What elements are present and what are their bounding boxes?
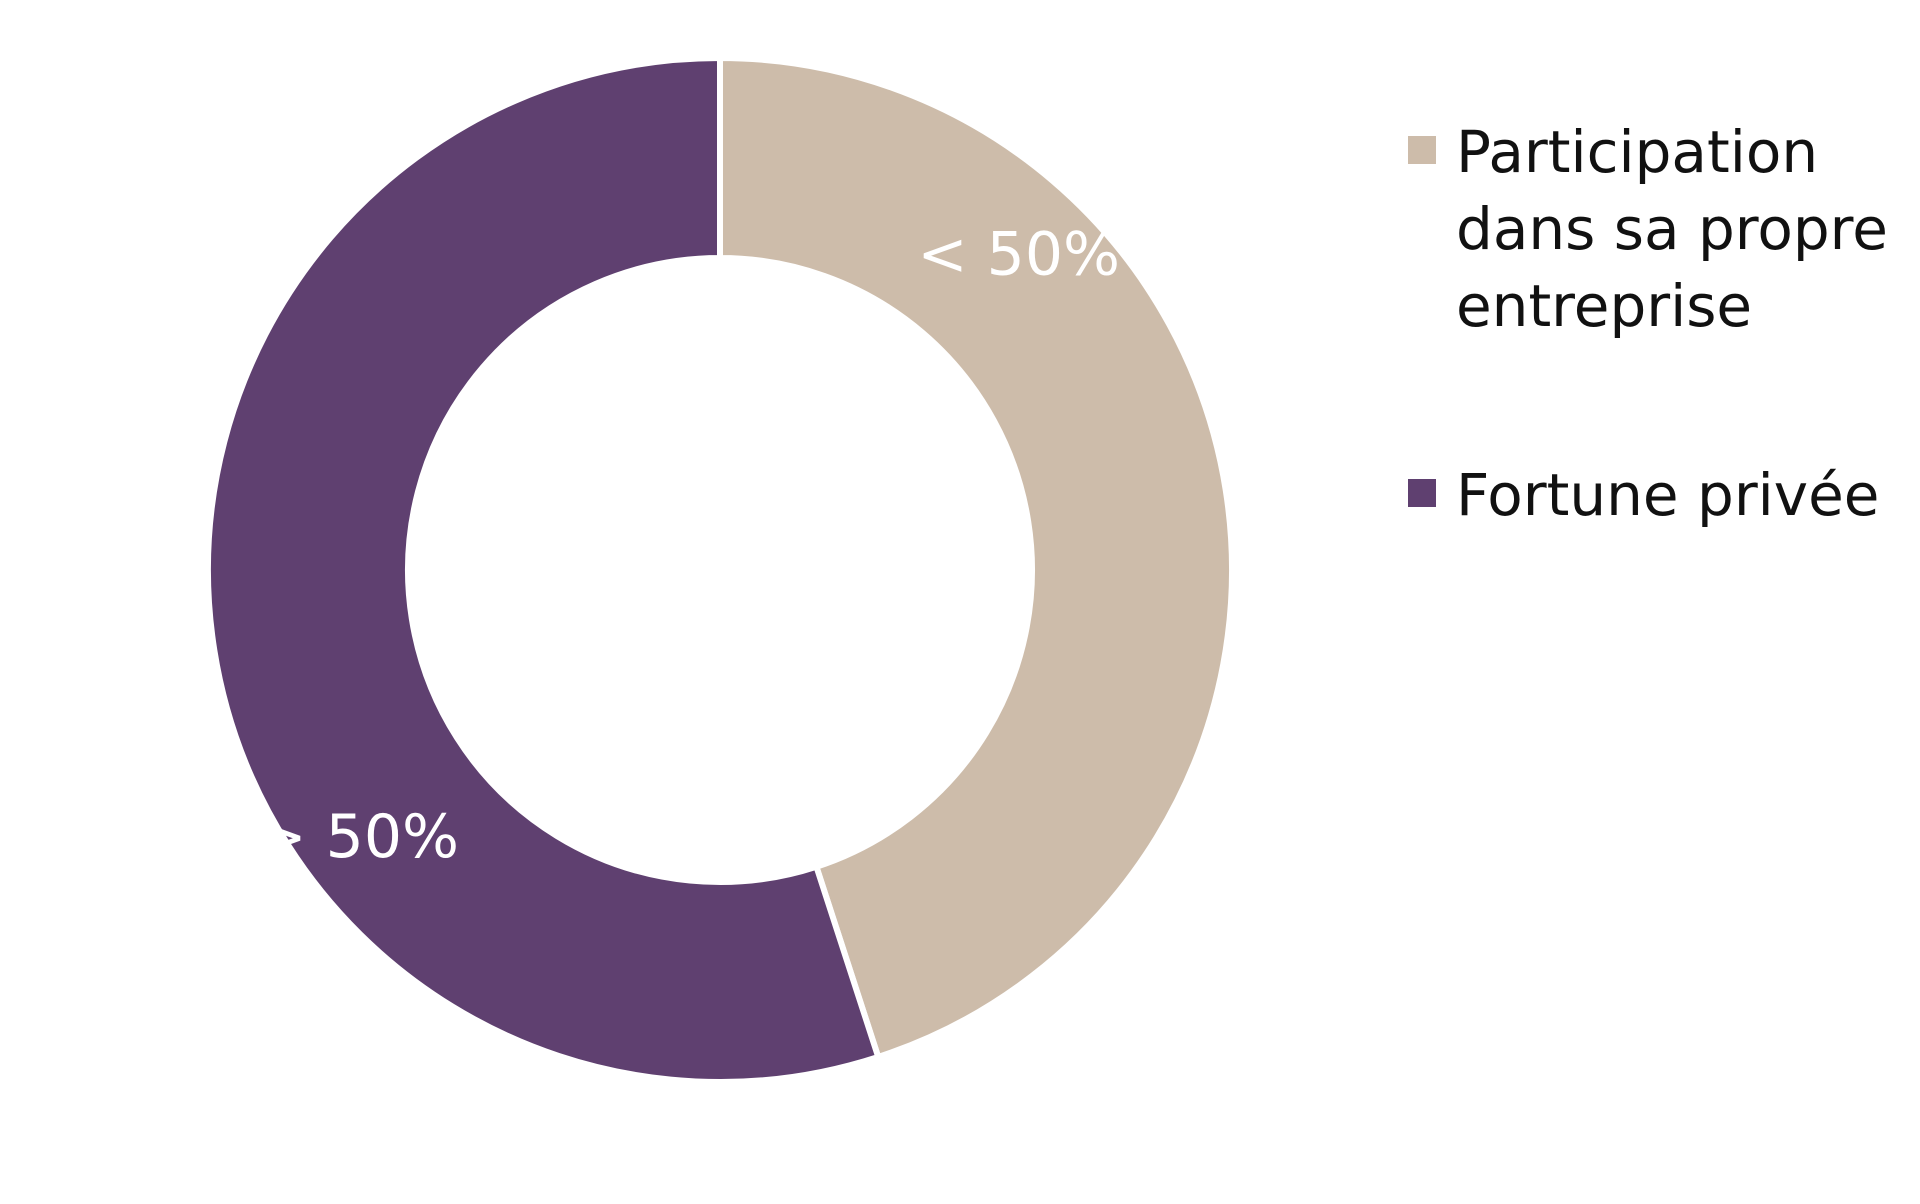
legend-label-1: Fortune privée [1456, 461, 1879, 529]
legend-item-1: Fortune privée [1408, 461, 1879, 529]
legend-label-0: Participation dans sa propre entreprise [1456, 118, 1888, 340]
legend-label-line: entreprise [1456, 272, 1752, 340]
slice-participation-dans-sa-propre-entreprise [717, 54, 1235, 1061]
slice-labels: < 50% > 50% [256, 219, 1120, 871]
legend: Participation dans sa propre entreprise For… [1408, 118, 1888, 529]
slice-label-participation-dans-sa-propre-entreprise: < 50% [917, 219, 1120, 289]
legend-swatch-0 [1408, 136, 1436, 164]
legend-swatch-1 [1408, 479, 1436, 507]
slice-fortune-privee [205, 54, 882, 1085]
slice-label-fortune-privee: > 50% [256, 802, 459, 872]
legend-label-line: Fortune privée [1456, 461, 1879, 529]
legend-item-0: Participation dans sa propre entreprise [1408, 118, 1888, 340]
legend-label-line: dans sa propre [1456, 195, 1888, 263]
donut-slices [205, 54, 1235, 1085]
legend-label-line: Participation [1456, 118, 1818, 186]
